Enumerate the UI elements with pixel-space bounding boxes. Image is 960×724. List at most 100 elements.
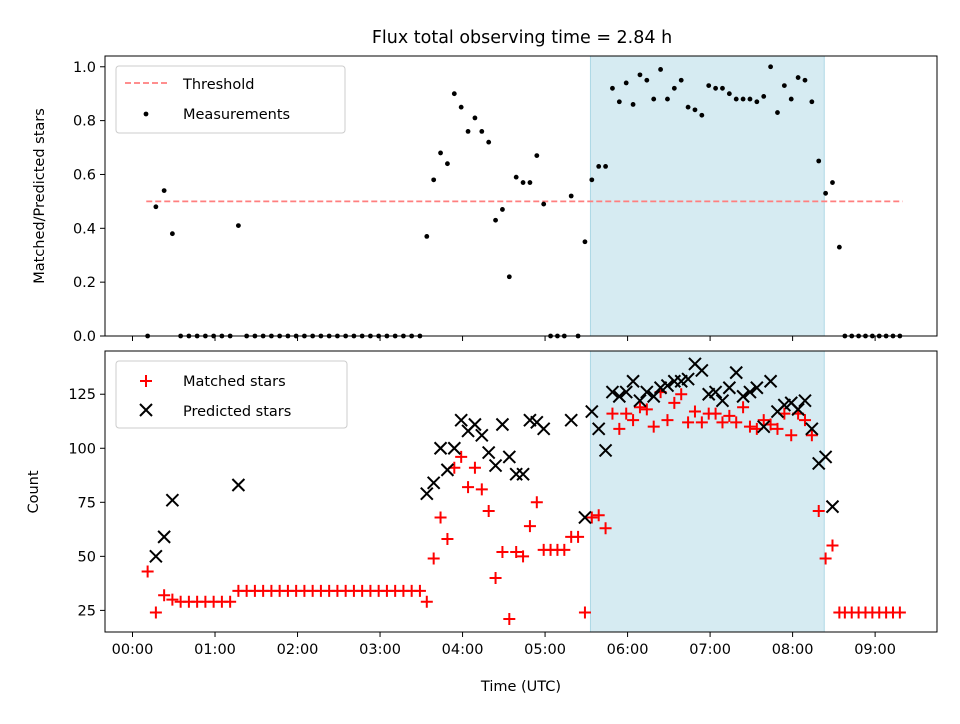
matched-star-point bbox=[668, 396, 681, 409]
matched-star-point bbox=[647, 420, 660, 433]
predicted-star-point bbox=[426, 476, 441, 490]
x-tick-label: 01:00 bbox=[194, 642, 236, 658]
matched-star-point bbox=[462, 481, 475, 494]
legend-measurement-label: Measurements bbox=[183, 107, 290, 123]
matched-star-point bbox=[572, 530, 585, 543]
measurement-point bbox=[713, 85, 718, 91]
predicted-star-point bbox=[695, 363, 709, 378]
bottom-panel: 25 50 75 100 125 00:00 01:00 02:00 03:00 04:00 05… bbox=[26, 350, 938, 695]
matched-star-point bbox=[709, 407, 722, 420]
measurement-point bbox=[665, 96, 670, 102]
matched-star-point bbox=[812, 504, 825, 517]
x-axis-label: Time (UTC) bbox=[480, 679, 561, 695]
matched-star-point bbox=[523, 520, 536, 533]
measurement-point bbox=[671, 85, 677, 91]
measurement-point bbox=[458, 104, 464, 110]
measurement-point bbox=[541, 201, 547, 207]
measurement-point bbox=[500, 207, 505, 212]
legend-matched-swatch bbox=[140, 375, 152, 387]
matched-star-point bbox=[530, 496, 543, 509]
bottom-legend-box bbox=[115, 360, 348, 429]
matched-star-point bbox=[427, 552, 440, 565]
matched-star-point bbox=[737, 401, 750, 414]
measurement-point bbox=[493, 217, 498, 223]
predicted-star-point bbox=[660, 378, 675, 393]
y-tick-label: 100 bbox=[68, 441, 96, 457]
measurement-point bbox=[658, 67, 663, 72]
predicted-star-point bbox=[646, 389, 661, 404]
matched-star-point bbox=[682, 416, 695, 429]
predicted-star-point bbox=[157, 530, 171, 544]
matched-star-point bbox=[785, 429, 798, 442]
measurement-point bbox=[589, 177, 595, 183]
predicted-star-point bbox=[805, 422, 819, 436]
measurement-point bbox=[513, 174, 519, 180]
predicted-star-point bbox=[433, 441, 448, 455]
predicted-star-point bbox=[633, 394, 647, 408]
measurement-point bbox=[720, 85, 725, 91]
predicted-star-point bbox=[612, 389, 627, 404]
matched-star-point bbox=[166, 593, 179, 606]
y-tick-label: 1.0 bbox=[73, 60, 96, 76]
matched-star-point bbox=[510, 546, 523, 559]
matched-star-point bbox=[558, 543, 571, 556]
top-legend-box bbox=[115, 65, 346, 134]
measurement-point bbox=[582, 239, 588, 245]
top-highlight-span bbox=[589, 55, 825, 337]
predicted-star-point bbox=[605, 385, 620, 399]
measurement-point bbox=[823, 190, 829, 196]
matched-star-point bbox=[158, 589, 171, 602]
predicted-star-point bbox=[481, 445, 496, 460]
measurement-point bbox=[610, 85, 615, 91]
x-tick-label: 03:00 bbox=[359, 642, 401, 658]
predicted-star-point bbox=[729, 365, 743, 380]
y-tick-label: 125 bbox=[68, 387, 96, 403]
matched-star-point bbox=[468, 461, 481, 474]
matched-star-point bbox=[224, 595, 237, 608]
matched-star-point bbox=[606, 407, 619, 420]
matched-star-point bbox=[413, 584, 426, 597]
measurement-point bbox=[506, 274, 512, 280]
measurement-point bbox=[678, 77, 684, 83]
legend-threshold-label: Threshold bbox=[182, 77, 254, 93]
measurement-point bbox=[445, 161, 450, 167]
top-legend: Threshold Measurements bbox=[115, 65, 346, 134]
measurement-points bbox=[145, 64, 903, 339]
measurement-point bbox=[685, 104, 691, 110]
count-points bbox=[141, 357, 906, 626]
predicted-star-point bbox=[509, 467, 523, 481]
predicted-star-point bbox=[516, 467, 530, 481]
matched-star-point bbox=[489, 571, 502, 584]
matched-star-point bbox=[620, 407, 633, 420]
matched-star-point bbox=[640, 403, 653, 416]
chart-title: Flux total observing time = 2.84 h bbox=[372, 28, 672, 48]
legend-matched-label: Matched stars bbox=[183, 374, 286, 390]
matched-star-point bbox=[496, 546, 509, 559]
measurement-point bbox=[630, 102, 636, 107]
measurement-point bbox=[472, 115, 478, 121]
predicted-star-point bbox=[149, 549, 163, 564]
matched-star-point bbox=[627, 414, 640, 427]
x-tick-label: 05:00 bbox=[524, 642, 566, 658]
predicted-star-point bbox=[791, 402, 805, 417]
matched-star-point bbox=[420, 595, 433, 608]
matched-star-point bbox=[688, 405, 701, 418]
matched-star-point bbox=[723, 409, 736, 422]
y-tick-label: 0.4 bbox=[73, 221, 96, 237]
x-tick-label: 08:00 bbox=[772, 642, 814, 658]
x-tick-label: 04:00 bbox=[442, 642, 484, 658]
matched-star-point bbox=[633, 401, 646, 414]
measurement-point bbox=[747, 96, 753, 102]
measurement-point bbox=[438, 150, 443, 156]
x-tick-label: 07:00 bbox=[689, 642, 731, 658]
matched-star-point bbox=[141, 565, 154, 578]
predicted-star-point bbox=[578, 510, 592, 525]
bottom-legend: Matched stars Predicted stars bbox=[115, 360, 348, 429]
measurement-point bbox=[603, 163, 608, 169]
measurement-point bbox=[527, 180, 533, 185]
matched-star-point bbox=[613, 422, 626, 435]
predicted-star-point bbox=[420, 486, 434, 501]
predicted-star-point bbox=[798, 394, 812, 408]
bottom-y-axis: 25 50 75 100 125 bbox=[68, 387, 105, 619]
matched-star-point bbox=[743, 420, 756, 433]
